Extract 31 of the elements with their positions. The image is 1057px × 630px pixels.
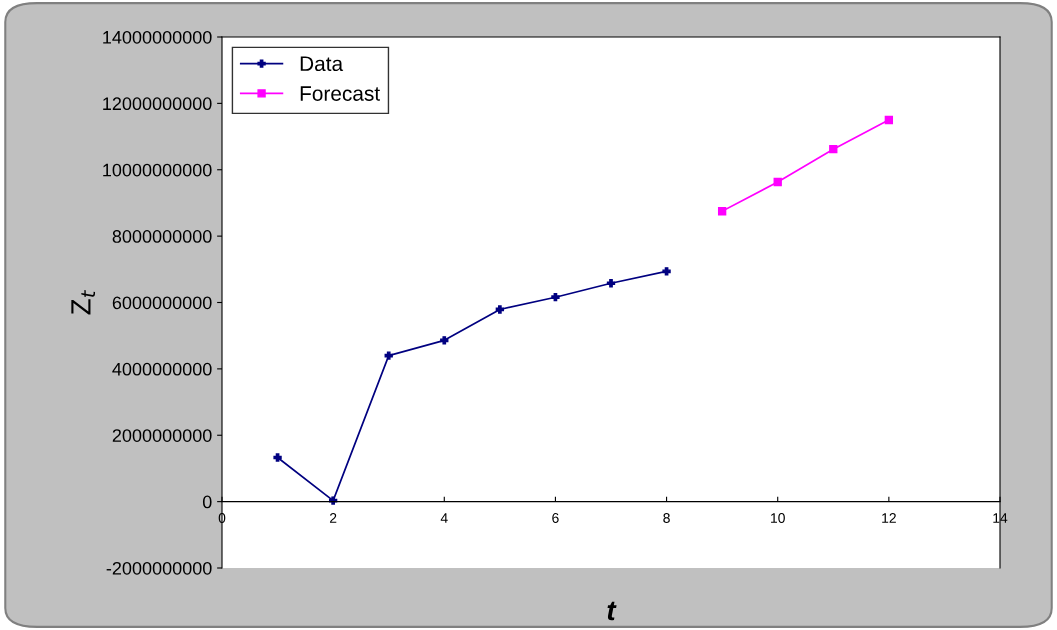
point bbox=[829, 145, 838, 154]
point bbox=[884, 115, 894, 125]
point bbox=[717, 207, 727, 216]
x-tick-label: 4 bbox=[440, 513, 448, 523]
y-tick-label: 8000000000 bbox=[112, 230, 212, 243]
point bbox=[495, 305, 505, 314]
x-tick-label: 10 bbox=[771, 513, 785, 523]
x-tick-label: 8 bbox=[663, 513, 670, 523]
point bbox=[662, 267, 671, 276]
x-tick-label: 12 bbox=[882, 513, 896, 523]
y-tick-label: 6000000000 bbox=[112, 296, 212, 310]
x-tick-label: 6 bbox=[552, 513, 559, 523]
y-tick-label: 14000000000 bbox=[103, 30, 212, 44]
x-axis-title: t bbox=[607, 601, 617, 621]
x-tick-label: 2 bbox=[329, 513, 337, 523]
y-tick-label: 2000000000 bbox=[112, 429, 212, 442]
y-tick-label: 4000000000 bbox=[112, 362, 212, 376]
point bbox=[328, 496, 338, 505]
y-tick-label: 10000000000 bbox=[103, 163, 212, 177]
point bbox=[273, 453, 282, 462]
point bbox=[384, 351, 393, 360]
point bbox=[551, 293, 560, 302]
point bbox=[606, 279, 616, 288]
legend-label: Data bbox=[300, 56, 344, 72]
y-axis-title: Z$_{t}$ bbox=[71, 289, 96, 315]
y-tick-label: 12000000000 bbox=[103, 97, 212, 111]
point bbox=[773, 177, 782, 187]
point bbox=[440, 336, 449, 345]
legend-label: Forecast bbox=[300, 86, 380, 101]
y-tick-label: -2000000000 bbox=[106, 561, 212, 575]
y-tick-label: 0 bbox=[202, 495, 212, 509]
